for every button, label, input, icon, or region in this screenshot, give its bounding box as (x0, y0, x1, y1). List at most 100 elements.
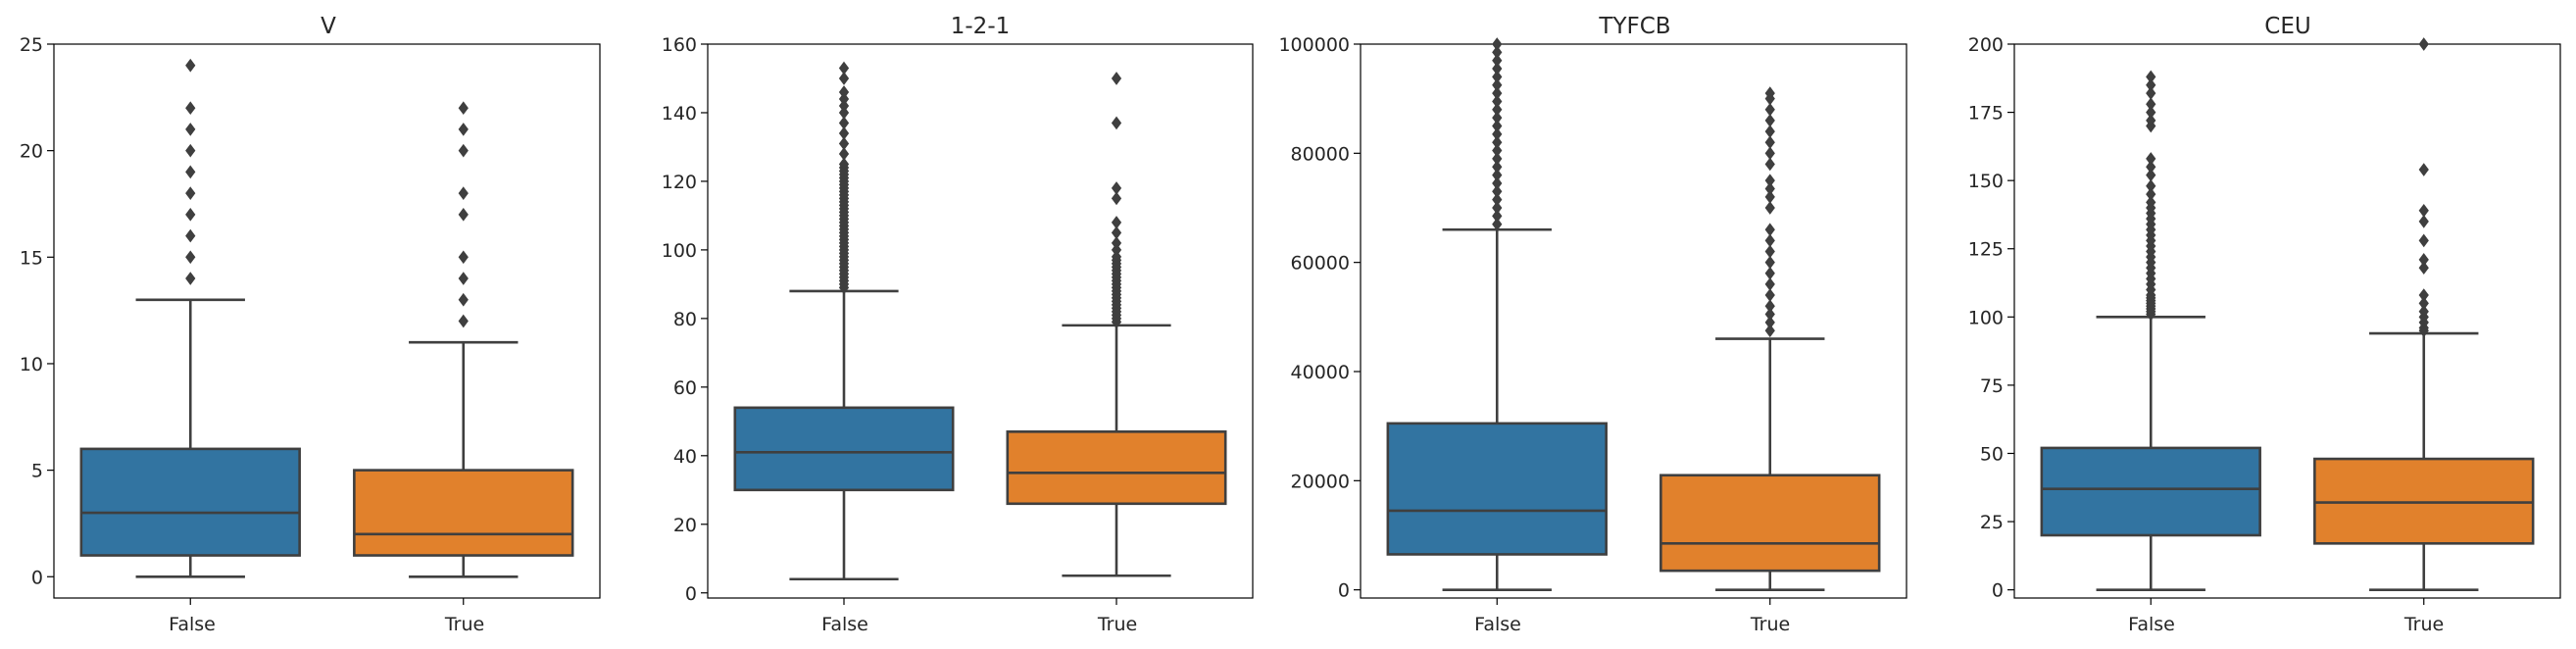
outlier-point (1764, 288, 1775, 302)
y-tick-label: 160 (662, 34, 697, 56)
outlier-point (2418, 215, 2429, 228)
outlier-point (838, 92, 850, 106)
outlier-point (185, 272, 196, 285)
plot-frame (2013, 43, 2561, 599)
y-tick-label: 200 (1968, 34, 2004, 56)
y-tick-label: 80000 (1291, 143, 1350, 165)
outlier-point (185, 165, 196, 179)
outlier-point (1111, 72, 1122, 85)
y-tick-label: 10 (20, 354, 43, 375)
outlier-point (1492, 176, 1503, 190)
outlier-point (1764, 233, 1775, 248)
outlier-point (1111, 216, 1122, 229)
outlier-point (1764, 174, 1775, 187)
iqr-box (353, 469, 574, 557)
y-tick-label: 100 (662, 240, 697, 262)
outlier-point (458, 208, 469, 222)
iqr-box (79, 447, 301, 557)
outlier-point (1492, 53, 1503, 68)
plot-frame (707, 43, 1254, 599)
x-tick-label: True (1750, 614, 1790, 635)
outlier-point (2146, 105, 2156, 120)
outlier-point (838, 157, 850, 172)
outlier-point (1764, 277, 1775, 291)
outlier-point (1492, 127, 1503, 141)
outlier-point (1764, 86, 1775, 100)
outlier-point (1492, 201, 1503, 215)
outlier-point (838, 126, 850, 140)
x-tick-label: False (821, 614, 868, 635)
outlier-point (1492, 77, 1503, 92)
outlier-point (2418, 163, 2429, 176)
panel-1-2-1: 1-2-1 False True (821, 14, 1137, 635)
outlier-point (2418, 253, 2429, 267)
outlier-point (1492, 37, 1503, 51)
outlier-point (1764, 181, 1775, 196)
panel-title: 1-2-1 (951, 14, 1011, 39)
y-tick-label: 150 (1968, 171, 2004, 192)
y-tick-label: 20000 (1291, 471, 1350, 492)
outlier-point (1111, 116, 1122, 130)
outlier-point (2146, 178, 2156, 193)
outlier-point (185, 101, 196, 116)
outlier-point (185, 123, 196, 136)
outlier-point (2146, 97, 2156, 112)
panel-tyfcb: TYFCB False True (1474, 14, 1790, 635)
outlier-point (1764, 244, 1775, 259)
outlier-point (2146, 168, 2156, 182)
outlier-point (1111, 236, 1122, 250)
y-tick-label: 20 (20, 141, 43, 163)
y-tick-label: 0 (1338, 580, 1350, 602)
y-tick-label: 75 (1980, 375, 2004, 397)
outlier-point (2146, 70, 2156, 84)
y-tick-label: 80 (673, 309, 697, 330)
outlier-point (1492, 135, 1503, 150)
y-tick-label: 5 (31, 461, 43, 482)
outlier-point (1492, 152, 1503, 166)
iqr-box (733, 406, 955, 492)
outlier-point (1764, 223, 1775, 237)
x-tick-label: True (1097, 614, 1137, 635)
outlier-point (838, 116, 850, 130)
x-tick-label: False (2128, 614, 2175, 635)
outlier-point (458, 250, 469, 265)
outlier-point (1764, 299, 1775, 314)
outlier-point (1492, 102, 1503, 117)
y-tick-label: 175 (1968, 103, 2004, 125)
outlier-point (1764, 102, 1775, 117)
outlier-point (1764, 307, 1775, 322)
outlier-point (2418, 304, 2429, 319)
outlier-point (1492, 86, 1503, 100)
y-tick-label: 120 (662, 172, 697, 193)
outlier-point (1492, 70, 1503, 84)
outlier-point (1764, 125, 1775, 138)
outlier-point (1492, 184, 1503, 199)
outlier-point (458, 314, 469, 328)
outlier-point (1111, 243, 1122, 257)
outlier-point (1492, 168, 1503, 182)
outlier-point (838, 147, 850, 161)
outlier-point (1764, 201, 1775, 215)
outlier-point (2146, 114, 2156, 127)
panel-title: CEU (2264, 14, 2310, 39)
outlier-point (1492, 209, 1503, 224)
outlier-point (2418, 296, 2429, 311)
y-tick-label: 25 (1980, 512, 2004, 533)
outlier-point (1492, 119, 1503, 133)
panel-title: TYFCB (1598, 14, 1670, 39)
panel-ceu: CEU False True (2128, 14, 2444, 635)
outlier-point (2418, 233, 2429, 248)
x-tick-label: False (169, 614, 216, 635)
outlier-point (185, 143, 196, 158)
outlier-point (1764, 255, 1775, 270)
outlier-point (1111, 250, 1122, 264)
outlier-point (2146, 86, 2156, 100)
outlier-point (2146, 187, 2156, 201)
iqr-box (1660, 474, 1881, 573)
iqr-box (2040, 446, 2261, 537)
outlier-point (185, 186, 196, 200)
y-tick-label: 0 (685, 583, 697, 605)
y-tick-label: 100 (1968, 307, 2004, 328)
outlier-point (185, 250, 196, 265)
outlier-point (2146, 195, 2156, 210)
